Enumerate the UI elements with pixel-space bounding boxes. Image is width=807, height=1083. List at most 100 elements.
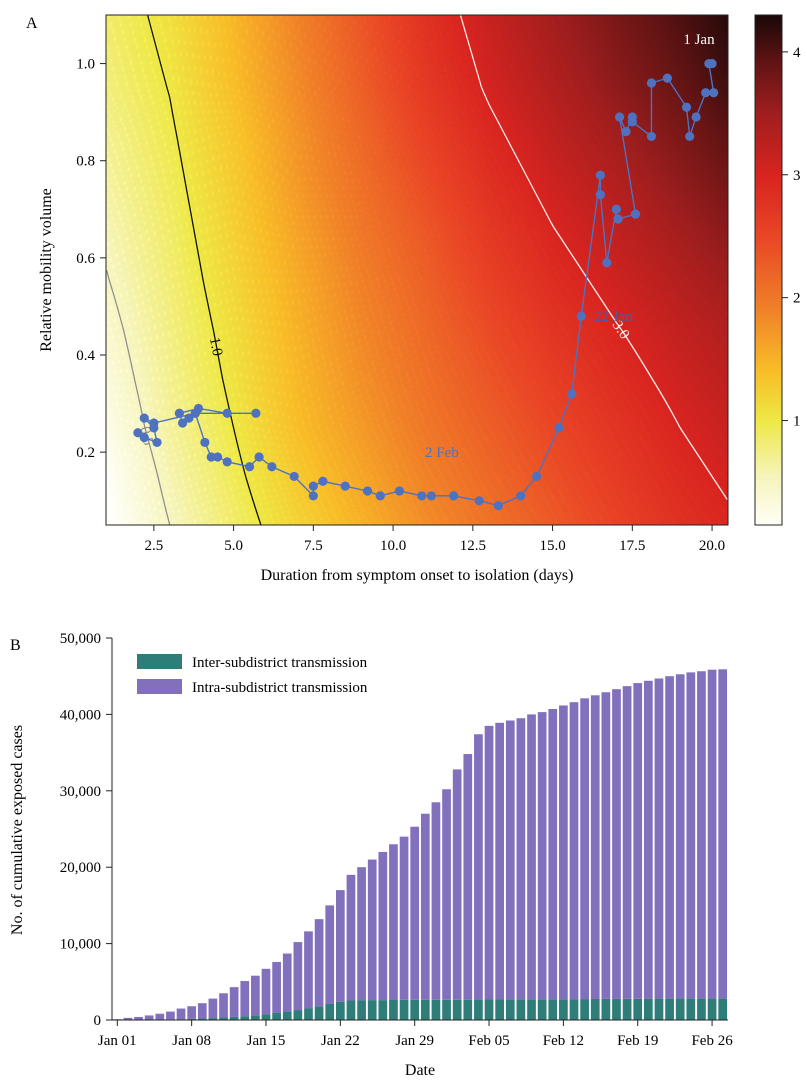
trajectory-point xyxy=(426,491,436,501)
bar-intra xyxy=(155,1013,165,1020)
bar-intra xyxy=(622,686,632,999)
trajectory-point xyxy=(709,88,719,98)
bar-inter xyxy=(442,999,451,1020)
trajectory-point xyxy=(691,112,701,122)
bar-inter xyxy=(474,999,483,1020)
trajectory-point xyxy=(267,462,277,472)
bar-inter xyxy=(697,998,706,1020)
x-tick-label-b: Feb 12 xyxy=(543,1033,584,1049)
trajectory-point xyxy=(206,452,216,462)
legend-label-inter: Inter-subdistrict transmission xyxy=(192,655,368,671)
bar-inter xyxy=(389,999,398,1020)
bar-intra xyxy=(410,826,420,1000)
trajectory-point xyxy=(602,258,612,268)
x-tick-label-a: 12.5 xyxy=(460,538,486,554)
legend-swatch-inter xyxy=(137,654,182,669)
bar-inter xyxy=(452,999,462,1020)
y-tick-label-a: 0.4 xyxy=(76,348,95,364)
annotations-a: 1 Jan 22 Jan 2 Feb xyxy=(425,32,715,461)
bar-intra xyxy=(378,851,388,1001)
bar-intra xyxy=(282,953,292,1012)
bar-inter xyxy=(665,998,674,1020)
x-tick-label-b: Jan 15 xyxy=(247,1033,286,1049)
trajectory-point xyxy=(177,418,188,428)
bar-inter xyxy=(718,998,728,1020)
bar-intra xyxy=(612,689,621,999)
trajectory-point xyxy=(681,102,692,112)
trajectory-point xyxy=(375,491,385,501)
bar-inter xyxy=(378,1000,388,1020)
x-tick-label-b: Feb 05 xyxy=(468,1033,509,1049)
bar-intra xyxy=(495,722,505,1000)
trajectory-point xyxy=(139,432,149,443)
bar-inter xyxy=(516,999,526,1020)
bar-intra xyxy=(272,961,281,1013)
bar-intra xyxy=(208,998,218,1019)
colorbar-tick-label: 3 xyxy=(793,168,801,184)
bar-intra xyxy=(197,1003,207,1019)
trajectory-point xyxy=(614,112,625,122)
legend-b: Inter-subdistrict transmission Intra-sub… xyxy=(137,654,368,696)
trajectory-point xyxy=(244,462,255,472)
trajectory-point xyxy=(152,437,162,448)
bars xyxy=(112,669,728,1020)
bar-inter xyxy=(643,998,653,1020)
bar-intra xyxy=(643,680,653,999)
trajectory-point xyxy=(532,471,542,482)
trajectory-point xyxy=(251,408,261,418)
bar-inter xyxy=(293,1010,303,1020)
trajectory-point xyxy=(621,126,631,137)
bar-inter xyxy=(187,1018,197,1020)
y-tick-label-b: 10,000 xyxy=(60,937,101,953)
y-tick-label-b: 30,000 xyxy=(60,784,101,800)
bar-intra xyxy=(559,705,568,1000)
bar-intra xyxy=(229,987,239,1017)
colorbar xyxy=(755,15,782,525)
colorbar-frame xyxy=(754,14,783,526)
plot-frame-a xyxy=(105,14,729,526)
x-tick-label-a: 2.5 xyxy=(144,538,163,554)
trajectory-point xyxy=(308,481,318,491)
trajectory-point xyxy=(222,457,232,467)
x-tick-label-b: Feb 26 xyxy=(691,1033,733,1049)
bar-intra xyxy=(463,754,473,1000)
bar-intra xyxy=(357,867,366,1001)
bar-inter xyxy=(548,999,558,1020)
bar-intra xyxy=(580,698,589,1000)
trajectory-point xyxy=(340,481,350,491)
bar-intra xyxy=(166,1011,175,1020)
trajectory-point xyxy=(394,486,405,496)
trajectory-point xyxy=(595,170,606,180)
bar-intra xyxy=(665,676,674,999)
bar-intra xyxy=(123,1017,133,1020)
bar-intra xyxy=(187,1006,197,1019)
bar-intra xyxy=(516,718,526,1000)
trajectory-point xyxy=(190,408,200,418)
bar-inter xyxy=(601,998,611,1020)
bar-intra xyxy=(367,859,377,1001)
bar-intra xyxy=(527,714,536,1000)
bar-intra xyxy=(251,975,260,1016)
x-tick-label-a: 5.0 xyxy=(224,538,243,554)
trajectory-point xyxy=(516,491,526,501)
bar-intra xyxy=(633,683,643,999)
trajectory-point xyxy=(308,491,318,501)
bar-intra xyxy=(144,1015,154,1020)
trajectory-point xyxy=(133,428,143,438)
bar-intra xyxy=(176,1008,186,1020)
trajectory-point xyxy=(184,413,194,423)
bar-intra xyxy=(134,1016,143,1020)
bar-intra xyxy=(707,669,717,999)
panel-a-label: A xyxy=(26,15,38,32)
bar-intra xyxy=(240,981,250,1017)
contour-line xyxy=(106,269,171,525)
bar-inter xyxy=(559,999,568,1020)
trajectory-point xyxy=(174,408,184,418)
trajectory-point xyxy=(662,73,672,83)
panel-b: B Jan 01 Jan 08 Jan 15 Jan 22 Jan 29 Feb 05 Fe… xyxy=(9,631,733,1079)
x-tick-label-a: 7.5 xyxy=(304,538,323,554)
bar-intra xyxy=(346,874,356,1001)
bar-inter xyxy=(654,998,664,1020)
bar-inter xyxy=(707,998,717,1020)
trajectory-point xyxy=(254,452,264,462)
